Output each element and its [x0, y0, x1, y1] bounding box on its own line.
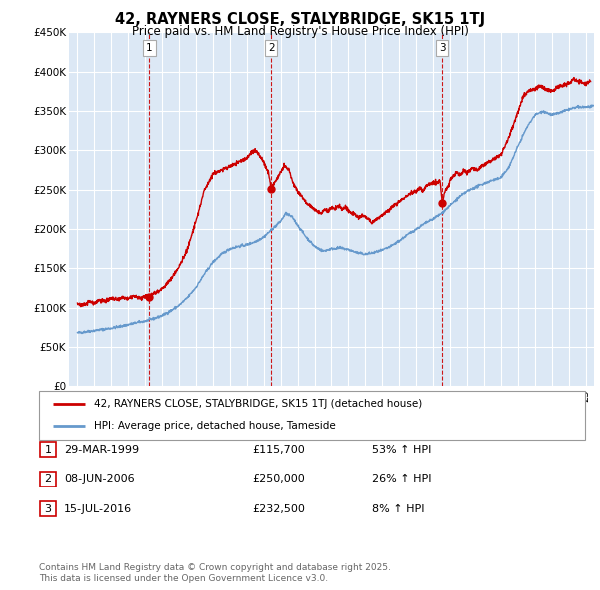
Text: HPI: Average price, detached house, Tameside: HPI: Average price, detached house, Tame… — [94, 421, 335, 431]
Text: Price paid vs. HM Land Registry's House Price Index (HPI): Price paid vs. HM Land Registry's House … — [131, 25, 469, 38]
Text: 2: 2 — [268, 44, 275, 53]
Text: £250,000: £250,000 — [252, 474, 305, 484]
Text: 8% ↑ HPI: 8% ↑ HPI — [372, 504, 425, 513]
Text: 1: 1 — [146, 44, 152, 53]
Text: 29-MAR-1999: 29-MAR-1999 — [64, 445, 139, 454]
Text: 08-JUN-2006: 08-JUN-2006 — [64, 474, 135, 484]
Text: £115,700: £115,700 — [252, 445, 305, 454]
Text: 15-JUL-2016: 15-JUL-2016 — [64, 504, 133, 513]
Text: Contains HM Land Registry data © Crown copyright and database right 2025.: Contains HM Land Registry data © Crown c… — [39, 563, 391, 572]
Text: 3: 3 — [439, 44, 446, 53]
Text: 1: 1 — [44, 445, 52, 454]
FancyBboxPatch shape — [39, 391, 585, 440]
Text: This data is licensed under the Open Government Licence v3.0.: This data is licensed under the Open Gov… — [39, 574, 328, 583]
Text: 2: 2 — [44, 474, 52, 484]
Text: 53% ↑ HPI: 53% ↑ HPI — [372, 445, 431, 454]
FancyBboxPatch shape — [40, 501, 56, 516]
Text: 3: 3 — [44, 504, 52, 513]
FancyBboxPatch shape — [40, 471, 56, 487]
Text: 42, RAYNERS CLOSE, STALYBRIDGE, SK15 1TJ (detached house): 42, RAYNERS CLOSE, STALYBRIDGE, SK15 1TJ… — [94, 399, 422, 409]
Text: 26% ↑ HPI: 26% ↑ HPI — [372, 474, 431, 484]
Text: £232,500: £232,500 — [252, 504, 305, 513]
FancyBboxPatch shape — [40, 442, 56, 457]
Text: 42, RAYNERS CLOSE, STALYBRIDGE, SK15 1TJ: 42, RAYNERS CLOSE, STALYBRIDGE, SK15 1TJ — [115, 12, 485, 27]
